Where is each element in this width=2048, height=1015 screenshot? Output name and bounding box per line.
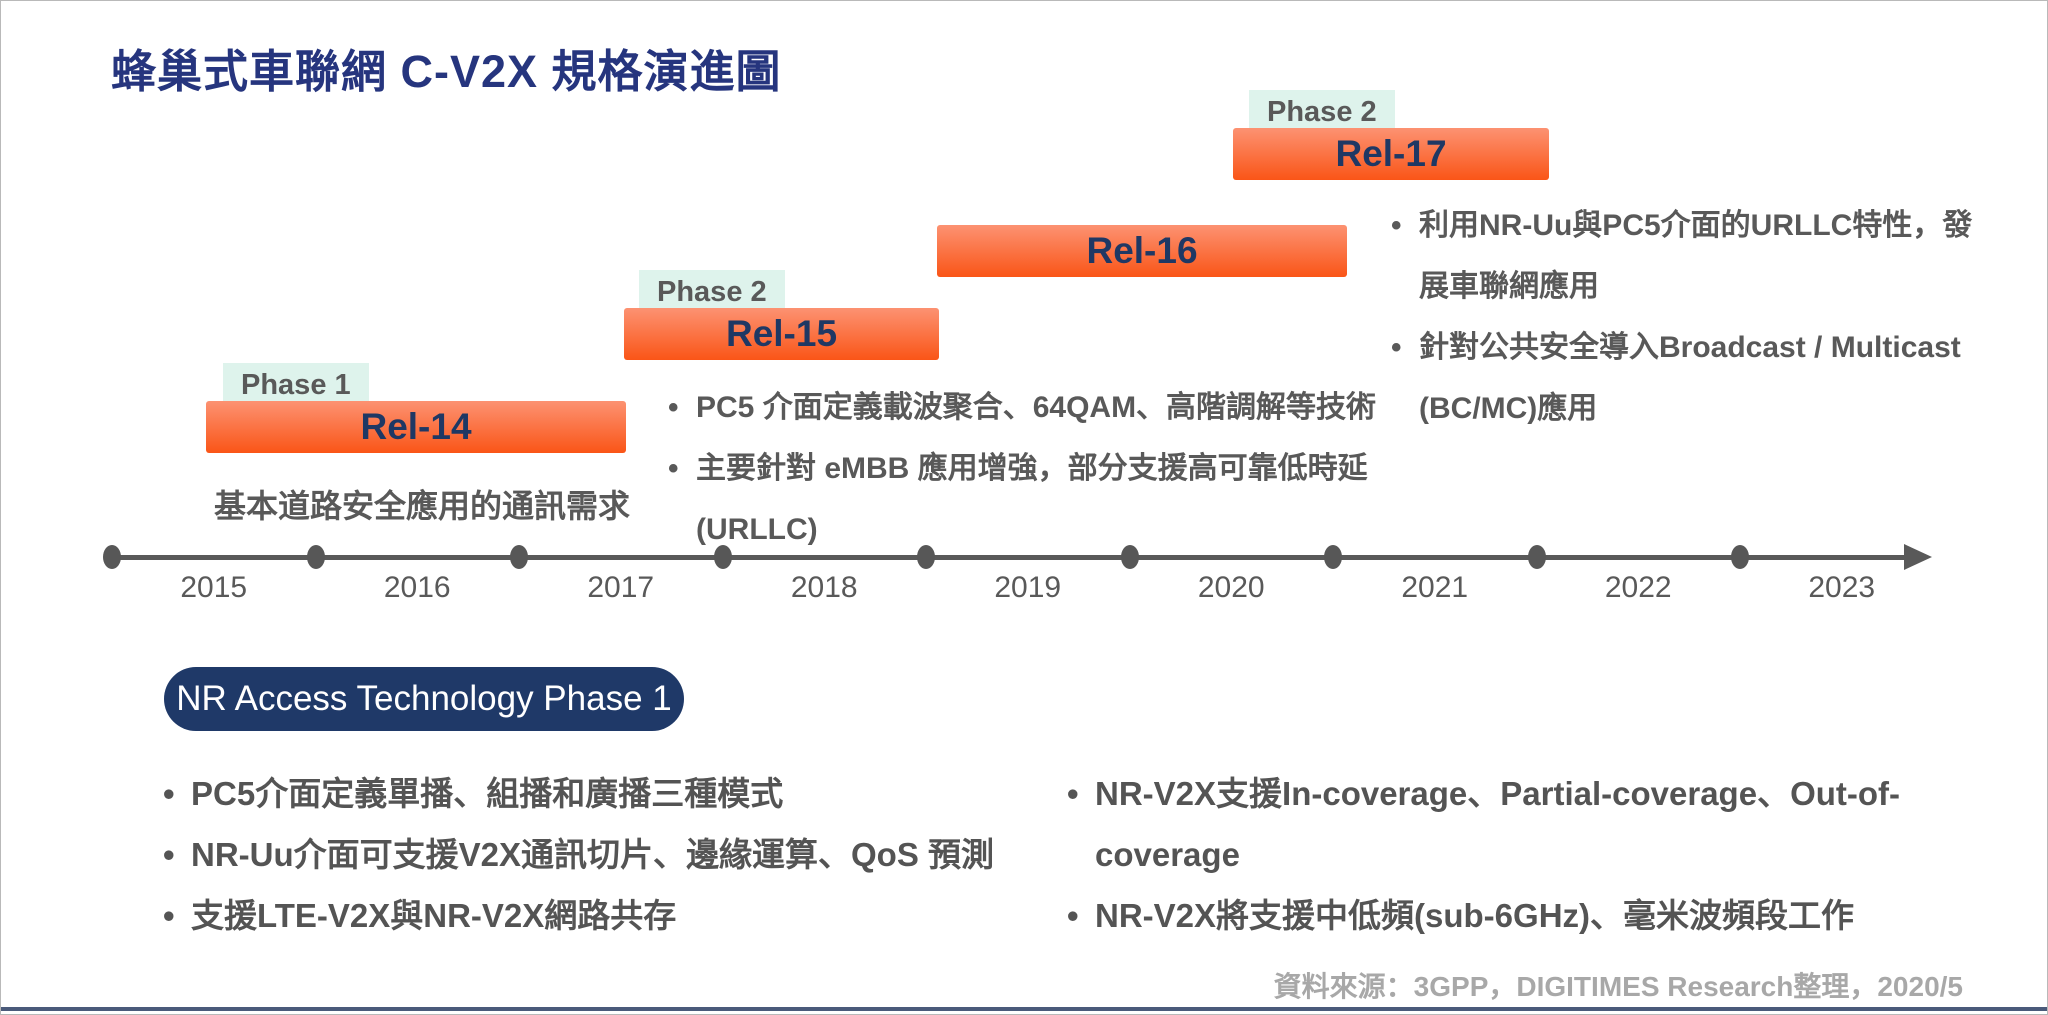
- nr-note-left: PC5介面定義單播、組播和廣播三種模式: [159, 763, 1049, 824]
- rel17-note: 利用NR-Uu與PC5介面的URLLC特性，發展車聯網應用: [1387, 195, 1979, 317]
- timeline-year-label: 2015: [180, 571, 248, 604]
- release-bar-rel17: Rel-17: [1233, 128, 1549, 180]
- timeline-year-label: 2019: [994, 571, 1062, 604]
- source-attribution: 資料來源：3GPP，DIGITIMES Research整理，2020/5: [1273, 971, 1963, 1002]
- timeline-dot: [1324, 545, 1342, 569]
- release-bar-rel16: Rel-16: [937, 225, 1347, 277]
- page-title: 蜂巢式車聯網 C-V2X 規格演進圖: [111, 46, 782, 97]
- phase-tag-rel14: Phase 1: [223, 363, 369, 408]
- release-label: Rel-14: [360, 406, 472, 447]
- phase-tag-rel15: Phase 2: [639, 270, 785, 315]
- timeline-year-label: 2016: [383, 571, 451, 604]
- timeline-dot: [510, 545, 528, 569]
- timeline-year-label: 2018: [790, 571, 858, 604]
- timeline-dot: [1120, 545, 1139, 569]
- nr-notes-right: NR-V2X支援In-coverage、Partial-coverage、Out…: [1063, 763, 1968, 946]
- nr-note-left: NR-Uu介面可支援V2X通訊切片、邊緣運算、QoS 預測: [159, 824, 1049, 885]
- nr-note-right: NR-V2X將支援中低頻(sub-6GHz)、毫米波頻段工作: [1063, 885, 1968, 946]
- rel14-caption: 基本道路安全應用的通訊需求: [214, 488, 631, 524]
- nr-notes-left: PC5介面定義單播、組播和廣播三種模式NR-Uu介面可支援V2X通訊切片、邊緣運…: [159, 763, 1049, 946]
- release-bar-rel14: Rel-14: [206, 401, 626, 453]
- timeline-dot: [713, 545, 732, 569]
- timeline-dot: [1731, 545, 1749, 569]
- timeline-year-label: 2022: [1604, 571, 1672, 604]
- timeline-year-label: 2020: [1197, 571, 1265, 604]
- timeline-year-label: 2021: [1401, 571, 1469, 604]
- timeline-year-label: 2023: [1808, 571, 1876, 604]
- release-label: Rel-16: [1086, 230, 1198, 271]
- timeline-dot: [103, 545, 121, 569]
- release-bar-rel15: Rel-15: [624, 308, 939, 360]
- rel17-note: 針對公共安全導入Broadcast / Multicast (BC/MC)應用: [1387, 317, 1979, 439]
- rel15-note: PC5 介面定義載波聚合、64QAM、高階調解等技術: [664, 377, 1444, 438]
- rel15-note: 主要針對 eMBB 應用增強，部分支援高可靠低時延(URLLC): [664, 438, 1444, 560]
- timeline-axis-line: [112, 555, 1908, 560]
- phase-tag-rel17: Phase 2: [1249, 90, 1395, 135]
- nr-note-right: NR-V2X支援In-coverage、Partial-coverage、Out…: [1063, 763, 1968, 885]
- release-label: Rel-15: [725, 313, 838, 354]
- timeline-dot: [1527, 545, 1546, 569]
- timeline-dot: [917, 545, 935, 569]
- release-label: Rel-17: [1335, 133, 1447, 174]
- nr-phase1-badge-label: NR Access Technology Phase 1: [176, 679, 672, 718]
- rel17-notes: 利用NR-Uu與PC5介面的URLLC特性，發展車聯網應用針對公共安全導入Bro…: [1387, 195, 1979, 439]
- timeline-arrowhead-icon: [1904, 544, 1932, 570]
- timeline-dot: [306, 545, 325, 569]
- nr-phase1-badge: NR Access Technology Phase 1: [164, 667, 684, 731]
- rel15-notes: PC5 介面定義載波聚合、64QAM、高階調解等技術主要針對 eMBB 應用增強…: [664, 377, 1444, 560]
- footer-rule: [1, 1007, 2047, 1011]
- timeline-year-label: 2017: [587, 571, 655, 604]
- nr-note-left: 支援LTE-V2X與NR-V2X網路共存: [159, 885, 1049, 946]
